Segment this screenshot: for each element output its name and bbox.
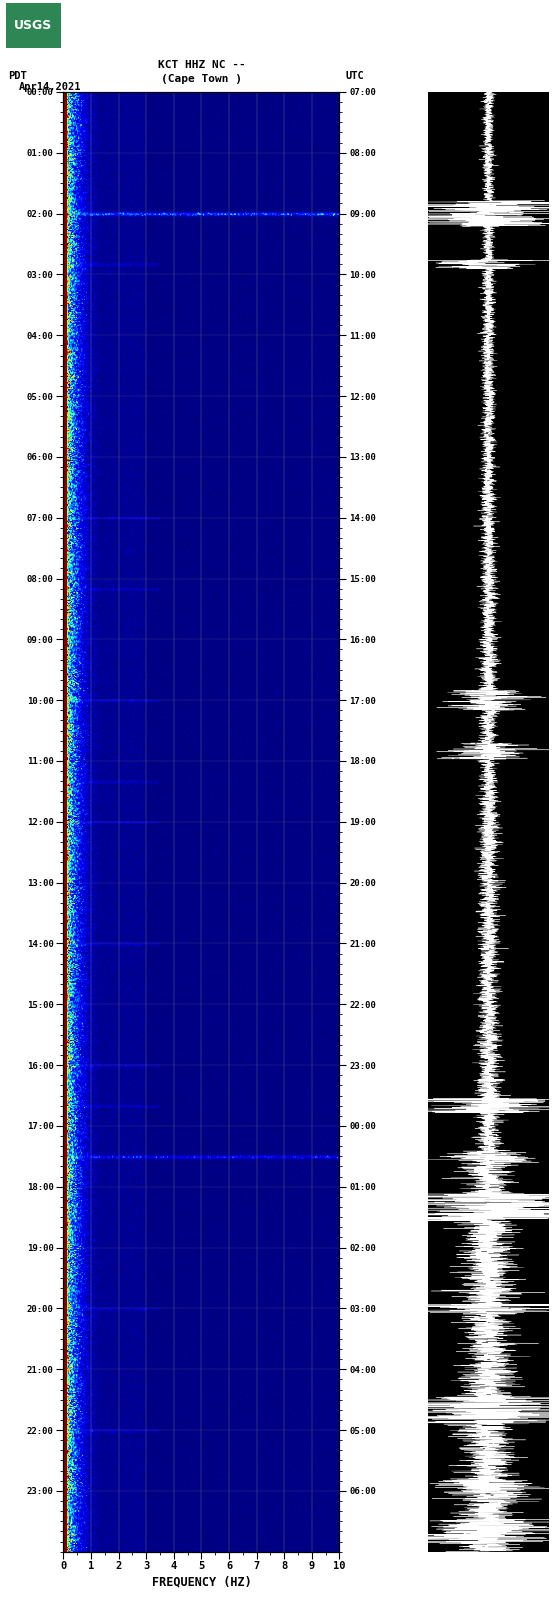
Text: UTC: UTC — [345, 71, 364, 81]
Text: PDT: PDT — [8, 71, 27, 81]
Text: KCT HHZ NC --: KCT HHZ NC -- — [158, 60, 245, 69]
Text: Apr14,2021: Apr14,2021 — [19, 82, 82, 92]
Text: USGS: USGS — [14, 19, 52, 32]
Text: (Cape Town ): (Cape Town ) — [161, 74, 242, 84]
X-axis label: FREQUENCY (HZ): FREQUENCY (HZ) — [152, 1576, 251, 1589]
FancyBboxPatch shape — [6, 3, 61, 48]
